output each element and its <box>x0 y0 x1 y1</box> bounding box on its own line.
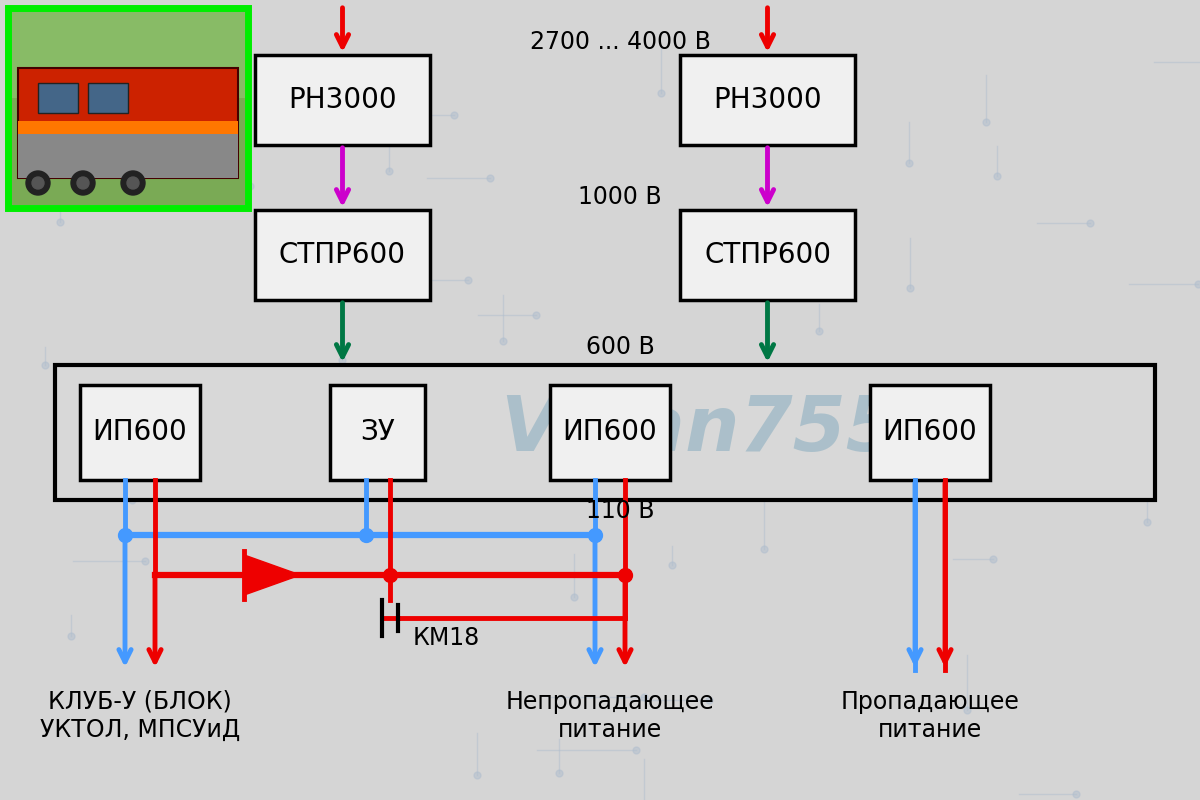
Text: ИП600: ИП600 <box>563 418 658 446</box>
Bar <box>80 385 200 480</box>
Text: Непропадающее
питание: Непропадающее питание <box>505 690 714 742</box>
Text: 1000 В: 1000 В <box>578 185 662 209</box>
Circle shape <box>121 171 145 195</box>
Text: ИП600: ИП600 <box>883 418 977 446</box>
Text: СТПР600: СТПР600 <box>704 241 830 269</box>
Bar <box>8 8 248 208</box>
Circle shape <box>26 171 50 195</box>
Bar <box>11 11 245 205</box>
Text: 110 В: 110 В <box>586 499 654 523</box>
Bar <box>18 121 238 134</box>
Text: КЛУБ-У (БЛОК)
УКТОЛ, МПСУиД: КЛУБ-У (БЛОК) УКТОЛ, МПСУиД <box>40 690 240 742</box>
Bar <box>18 129 238 178</box>
Bar <box>256 55 430 145</box>
Circle shape <box>127 177 139 189</box>
Bar <box>680 210 854 300</box>
Text: РН3000: РН3000 <box>713 86 822 114</box>
Text: Vivan755: Vivan755 <box>500 393 900 467</box>
Bar <box>88 83 128 113</box>
Bar <box>55 365 1154 500</box>
Bar <box>18 68 238 178</box>
Bar <box>330 385 425 480</box>
Text: КМ18: КМ18 <box>413 626 480 650</box>
Bar <box>550 385 670 480</box>
Polygon shape <box>245 555 300 595</box>
Bar <box>680 55 854 145</box>
Bar <box>11 11 245 98</box>
Text: РН3000: РН3000 <box>288 86 397 114</box>
Circle shape <box>71 171 95 195</box>
Bar <box>38 83 78 113</box>
Bar <box>870 385 990 480</box>
Circle shape <box>77 177 89 189</box>
Text: ИП600: ИП600 <box>92 418 187 446</box>
Text: 600 В: 600 В <box>586 335 654 359</box>
Circle shape <box>32 177 44 189</box>
Text: 2700 ... 4000 В: 2700 ... 4000 В <box>529 30 710 54</box>
Text: ЗУ: ЗУ <box>360 418 395 446</box>
Text: СТПР600: СТПР600 <box>278 241 406 269</box>
Bar <box>256 210 430 300</box>
Text: Пропадающее
питание: Пропадающее питание <box>840 690 1020 742</box>
